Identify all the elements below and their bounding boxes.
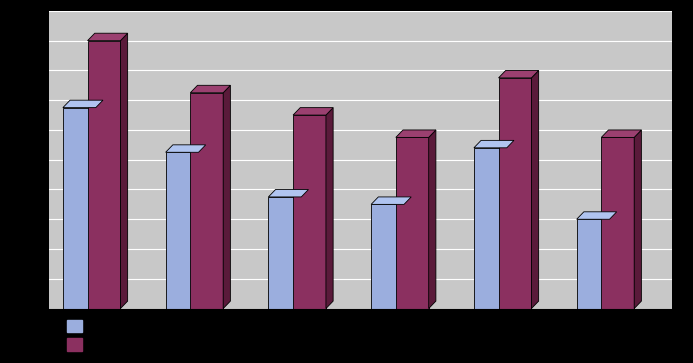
Polygon shape: [301, 189, 308, 309]
Polygon shape: [507, 140, 514, 309]
Polygon shape: [191, 85, 230, 93]
Polygon shape: [293, 107, 333, 115]
Polygon shape: [532, 70, 538, 309]
Polygon shape: [223, 85, 230, 309]
Polygon shape: [602, 137, 634, 309]
Polygon shape: [293, 115, 326, 309]
Polygon shape: [268, 189, 308, 197]
Polygon shape: [63, 100, 103, 107]
Polygon shape: [404, 197, 411, 309]
Polygon shape: [96, 100, 103, 309]
Polygon shape: [166, 152, 198, 309]
Polygon shape: [577, 219, 610, 309]
Polygon shape: [396, 130, 436, 137]
Polygon shape: [498, 78, 532, 309]
Polygon shape: [429, 130, 436, 309]
Polygon shape: [63, 107, 96, 309]
Polygon shape: [121, 33, 128, 309]
Polygon shape: [87, 33, 128, 41]
Polygon shape: [371, 197, 411, 204]
Polygon shape: [474, 148, 507, 309]
Polygon shape: [326, 107, 333, 309]
Polygon shape: [87, 41, 121, 309]
Polygon shape: [634, 130, 642, 309]
Polygon shape: [577, 212, 617, 219]
Polygon shape: [268, 197, 301, 309]
Polygon shape: [602, 130, 642, 137]
Polygon shape: [396, 137, 429, 309]
Polygon shape: [474, 140, 514, 148]
Polygon shape: [610, 212, 617, 309]
Polygon shape: [371, 204, 404, 309]
Polygon shape: [198, 145, 206, 309]
Polygon shape: [166, 145, 206, 152]
Polygon shape: [498, 70, 538, 78]
Legend: , : ,: [62, 315, 93, 357]
Polygon shape: [191, 93, 223, 309]
